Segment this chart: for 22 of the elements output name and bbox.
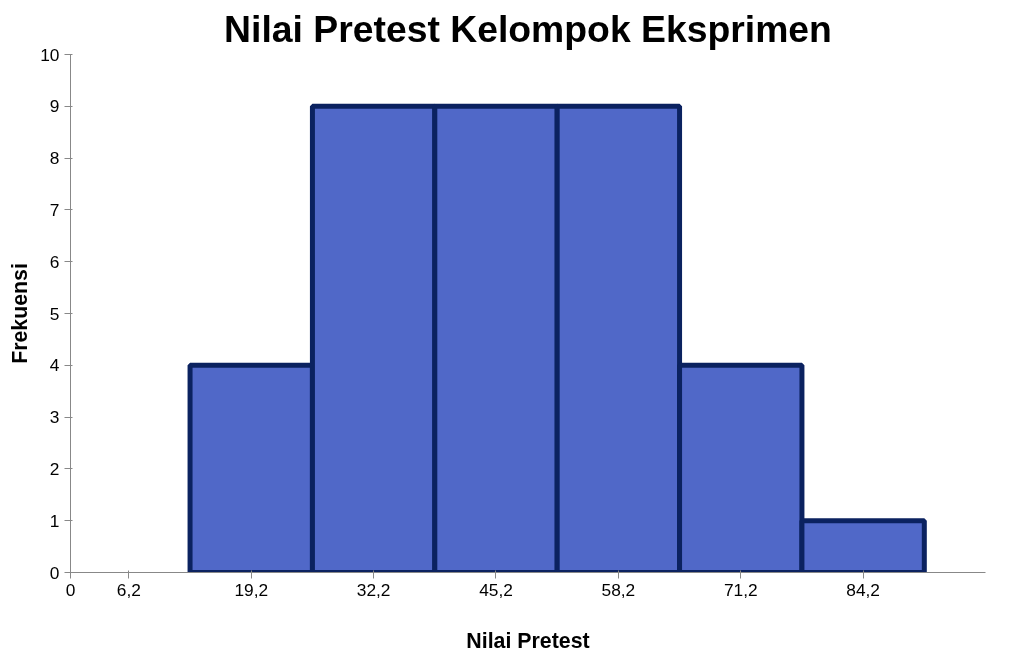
y-tick-label: 10 <box>40 44 60 65</box>
y-axis-title: Frekuensi <box>8 263 33 364</box>
y-tick-label: 6 <box>49 251 60 272</box>
y-tick-label: 5 <box>49 303 60 324</box>
x-tick-label: 58,2 <box>601 579 636 600</box>
x-axis-title: Nilai Pretest <box>466 628 590 653</box>
x-tick-label: 6,2 <box>116 579 141 600</box>
x-tick-label: 45,2 <box>479 579 513 600</box>
y-tick-label: 8 <box>49 148 60 169</box>
y-tick-label: 1 <box>49 510 60 531</box>
x-tick-label: 32,2 <box>356 579 391 600</box>
y-tick-label: 7 <box>49 199 60 220</box>
y-tick-label: 0 <box>49 562 60 583</box>
y-tick-label: 9 <box>49 96 60 117</box>
y-tick-label: 3 <box>49 407 60 428</box>
x-tick-label: 71,2 <box>723 579 758 600</box>
y-tick-label: 2 <box>49 458 60 479</box>
x-tick-label: 84,2 <box>846 579 880 600</box>
x-tick-label: 19,2 <box>234 579 269 600</box>
chart-title: Nilai Pretest Kelompok Eksprimen <box>224 7 832 50</box>
x-tick-label: 0 <box>65 579 76 600</box>
y-tick-label: 4 <box>49 355 60 376</box>
